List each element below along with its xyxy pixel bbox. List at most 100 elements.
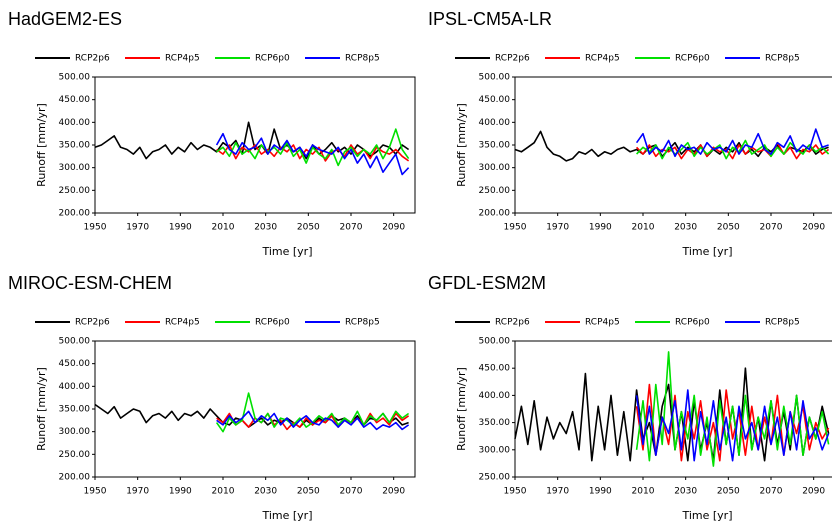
x-tick-label: 1970 (546, 223, 569, 233)
panel-title: MIROC-ESM-CHEM (8, 273, 172, 293)
x-tick-label: 2010 (632, 487, 655, 497)
series-line (216, 410, 410, 431)
legend-label: RCP8p5 (765, 54, 800, 64)
series-line (216, 412, 410, 431)
y-tick-label: 500.00 (479, 337, 511, 347)
x-tick-label: 2070 (760, 223, 783, 233)
x-axis-label: Time [yr] (681, 509, 732, 522)
legend-label: RCP6p0 (255, 54, 290, 64)
panel-title: HadGEM2-ES (8, 9, 122, 29)
y-tick-label: 350.00 (479, 141, 511, 151)
x-axis-label: Time [yr] (261, 245, 312, 258)
y-tick-label: 500.00 (59, 337, 91, 347)
y-tick-label: 400.00 (479, 118, 511, 128)
y-tick-label: 250.00 (479, 473, 511, 483)
y-axis-label: Runoff [mm/yr] (35, 367, 48, 451)
x-tick-label: 1970 (546, 487, 569, 497)
x-tick-label: 1990 (169, 223, 192, 233)
x-tick-label: 2050 (717, 487, 740, 497)
y-tick-label: 200.00 (59, 209, 91, 219)
legend-label: RCP6p0 (675, 318, 710, 328)
plot-frame (94, 76, 416, 214)
series-line (215, 132, 410, 176)
y-tick-label: 250.00 (59, 186, 91, 196)
x-tick-label: 2010 (212, 223, 235, 233)
x-tick-label: 2010 (632, 223, 655, 233)
series-line (216, 144, 410, 162)
y-tick-label: 300.00 (59, 163, 91, 173)
plot-frame (514, 340, 832, 478)
legend-label: RCP6p0 (675, 54, 710, 64)
x-axis-label: Time [yr] (261, 509, 312, 522)
y-tick-label: 450.00 (59, 95, 91, 105)
x-tick-label: 2030 (674, 223, 697, 233)
panel: GFDL-ESM2M RCP2p6 RCP4p5 RCP6p0 RCP8p5 250.00… (428, 273, 832, 522)
x-tick-label: 1970 (126, 223, 149, 233)
x-tick-label: 1950 (84, 223, 107, 233)
series-line (635, 389, 830, 462)
y-tick-label: 450.00 (479, 364, 511, 374)
y-tick-label: 250.00 (59, 450, 91, 460)
legend-label: RCP4p5 (585, 318, 620, 328)
y-tick-label: 500.00 (59, 73, 91, 83)
series-line (94, 121, 410, 160)
series-line (635, 128, 829, 158)
y-tick-label: 350.00 (59, 141, 91, 151)
legend-label: RCP4p5 (585, 54, 620, 64)
y-tick-label: 300.00 (59, 427, 91, 437)
x-tick-label: 2010 (212, 487, 235, 497)
x-tick-label: 2050 (717, 223, 740, 233)
legend-label: RCP4p5 (165, 318, 200, 328)
x-tick-label: 2030 (674, 487, 697, 497)
x-tick-label: 2070 (340, 487, 363, 497)
y-tick-label: 450.00 (479, 95, 511, 105)
y-tick-label: 400.00 (479, 391, 511, 401)
y-tick-label: 250.00 (479, 186, 511, 196)
x-tick-label: 1990 (589, 223, 612, 233)
plot-frame (94, 340, 416, 478)
panel-title: IPSL-CM5A-LR (428, 9, 552, 29)
x-tick-label: 1970 (126, 487, 149, 497)
legend-label: RCP6p0 (255, 318, 290, 328)
y-tick-label: 350.00 (479, 418, 511, 428)
y-tick-label: 350.00 (59, 405, 91, 415)
legend-label: RCP2p6 (75, 318, 110, 328)
x-tick-label: 2070 (760, 487, 783, 497)
y-tick-label: 500.00 (479, 73, 511, 83)
legend-label: RCP2p6 (75, 54, 110, 64)
x-tick-label: 2050 (297, 487, 320, 497)
x-axis-label: Time [yr] (681, 245, 732, 258)
x-tick-label: 1990 (589, 487, 612, 497)
x-tick-label: 1990 (169, 487, 192, 497)
legend-label: RCP8p5 (345, 54, 380, 64)
y-tick-label: 200.00 (59, 473, 91, 483)
panel-title: GFDL-ESM2M (428, 273, 546, 293)
series-line (635, 383, 830, 462)
series-line (215, 392, 410, 433)
y-tick-label: 450.00 (59, 359, 91, 369)
series-line (636, 139, 830, 160)
x-tick-label: 2030 (254, 487, 277, 497)
x-tick-label: 2090 (802, 223, 825, 233)
y-tick-label: 200.00 (479, 209, 511, 219)
series-line (636, 141, 830, 160)
x-tick-label: 2030 (254, 223, 277, 233)
y-tick-label: 300.00 (479, 163, 511, 173)
y-tick-label: 400.00 (59, 118, 91, 128)
x-tick-label: 1950 (504, 487, 527, 497)
x-tick-label: 1950 (504, 223, 527, 233)
legend-label: RCP4p5 (165, 54, 200, 64)
y-axis-label: Runoff [mm/yr] (455, 103, 468, 187)
panel: IPSL-CM5A-LR RCP2p6 RCP4p5 RCP6p0 RCP8p5 200.… (428, 9, 832, 258)
panel: HadGEM2-ES RCP2p6 RCP4p5 RCP6p0 RCP8p5 200.00… (8, 9, 416, 258)
y-axis-label: Runoff [mm/yr] (35, 103, 48, 187)
legend-label: RCP2p6 (495, 318, 530, 328)
legend-label: RCP8p5 (765, 318, 800, 328)
x-tick-label: 2090 (382, 487, 405, 497)
legend-label: RCP8p5 (345, 318, 380, 328)
x-tick-label: 2070 (340, 223, 363, 233)
x-tick-label: 1950 (84, 487, 107, 497)
series-line (635, 351, 830, 467)
x-tick-label: 2050 (297, 223, 320, 233)
